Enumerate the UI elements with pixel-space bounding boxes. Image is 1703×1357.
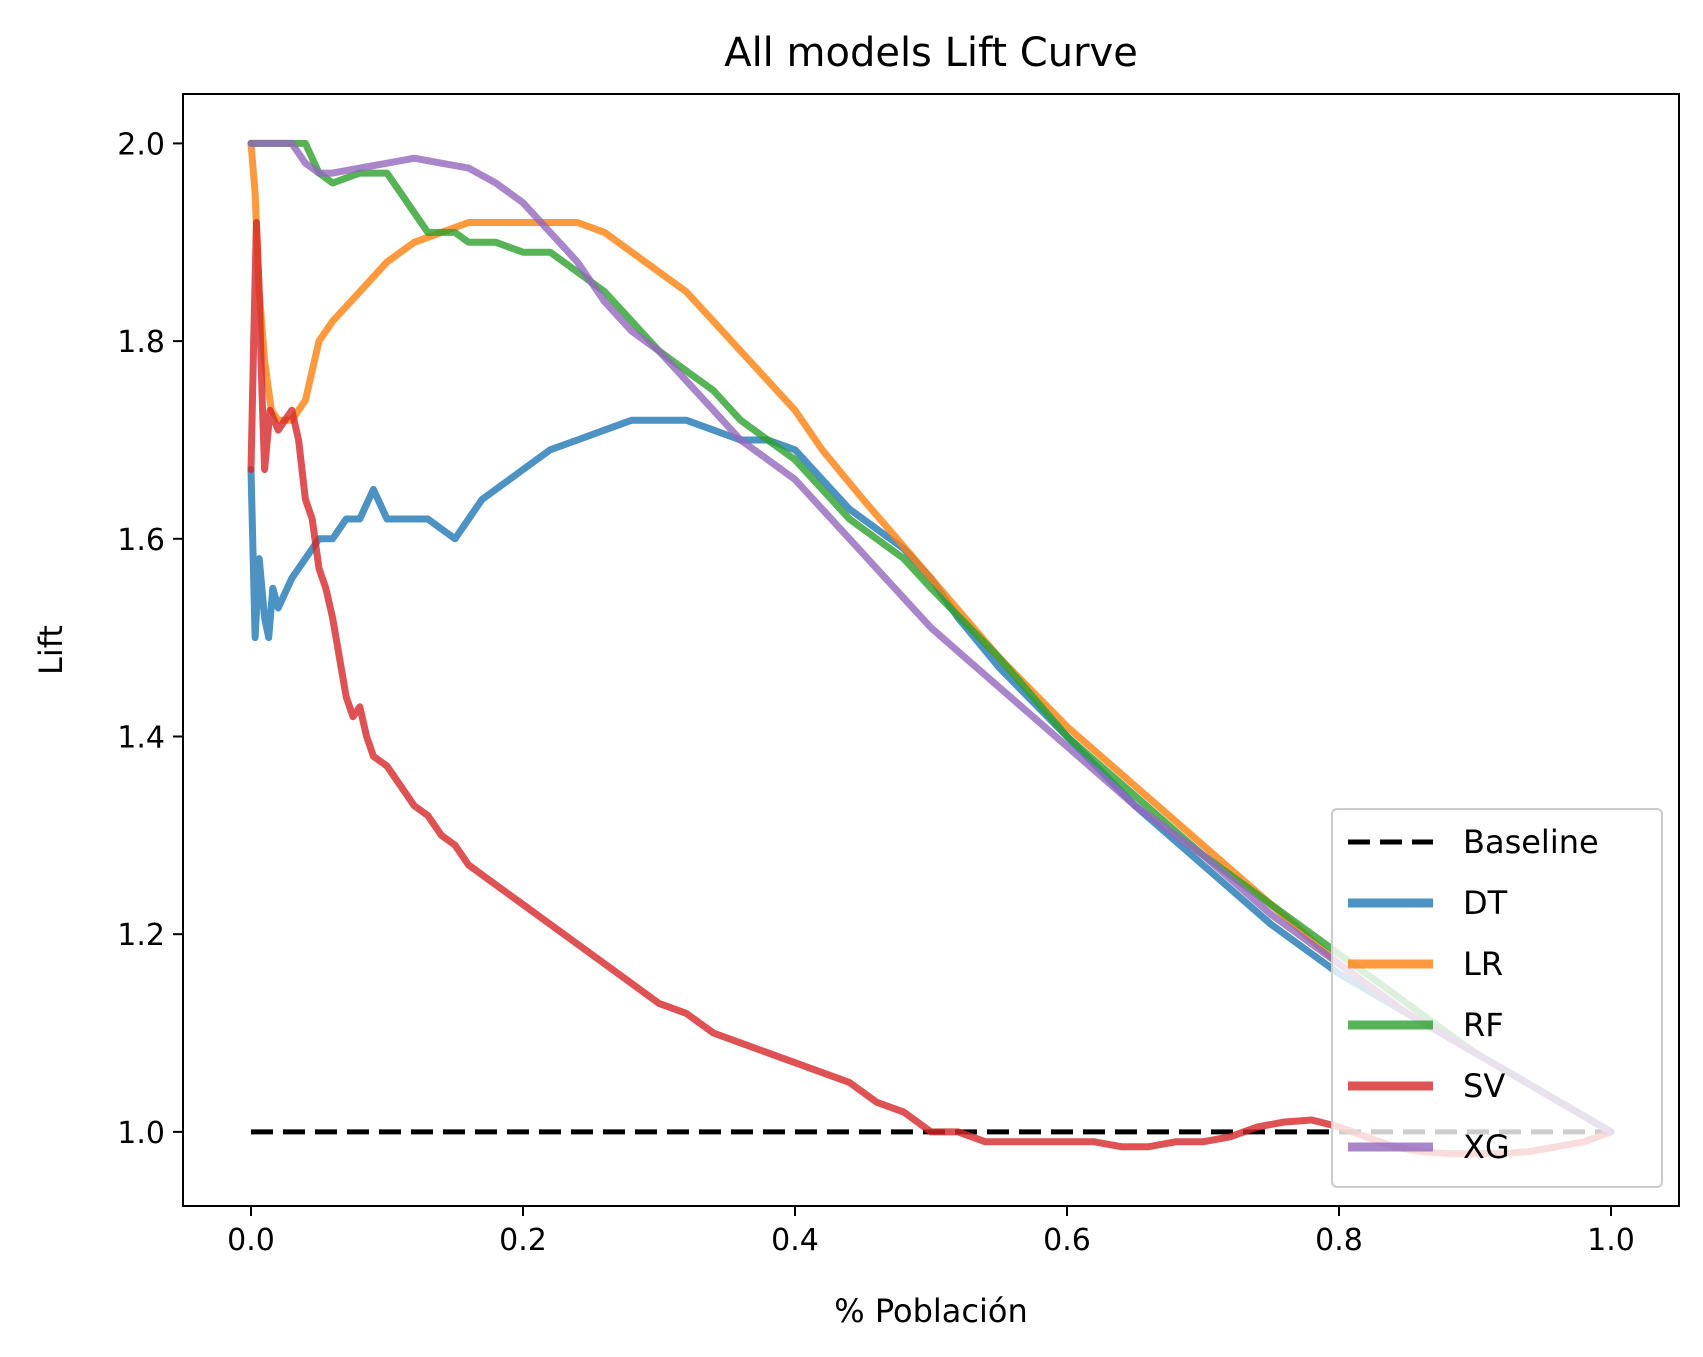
- y-axis-label: Lift: [32, 625, 70, 675]
- legend-label-rf: RF: [1463, 1006, 1504, 1044]
- series-line-lr: [247, 139, 1615, 1136]
- x-tick-label: 0.0: [227, 1223, 275, 1258]
- plot-frame: [182, 93, 1680, 1207]
- x-tick-label: 0.2: [499, 1223, 547, 1258]
- series-layer: [247, 139, 1615, 1158]
- y-tick-label: 1.4: [117, 720, 165, 755]
- x-tick-label: 0.4: [771, 1223, 819, 1258]
- legend-label-xg: XG: [1463, 1128, 1510, 1166]
- x-axis-ticks: 0.0 0.2 0.4 0.6 0.8 1.0: [227, 1206, 1635, 1258]
- x-axis-label: % Población: [834, 1292, 1027, 1330]
- series-line-xg: [247, 139, 1615, 1136]
- x-tick-label: 0.8: [1315, 1223, 1363, 1258]
- legend-label-sv: SV: [1463, 1067, 1505, 1105]
- y-tick-label: 2.0: [117, 127, 165, 162]
- legend-label-dt: DT: [1463, 884, 1508, 922]
- y-tick-label: 1.0: [117, 1116, 165, 1151]
- x-tick-label: 1.0: [1587, 1223, 1635, 1258]
- y-tick-label: 1.8: [117, 325, 165, 360]
- y-tick-label: 1.6: [117, 523, 165, 558]
- series-line-sv: [247, 219, 1615, 1158]
- chart-title: All models Lift Curve: [724, 30, 1138, 76]
- y-axis-ticks: 1.0 1.2 1.4 1.6 1.8 2.0: [117, 127, 183, 1151]
- x-tick-label: 0.6: [1043, 1223, 1091, 1258]
- legend: Baseline DT LR RF SV XG: [1331, 808, 1663, 1188]
- legend-label-baseline: Baseline: [1463, 823, 1599, 861]
- y-tick-label: 1.2: [117, 918, 165, 953]
- legend-label-lr: LR: [1463, 945, 1503, 983]
